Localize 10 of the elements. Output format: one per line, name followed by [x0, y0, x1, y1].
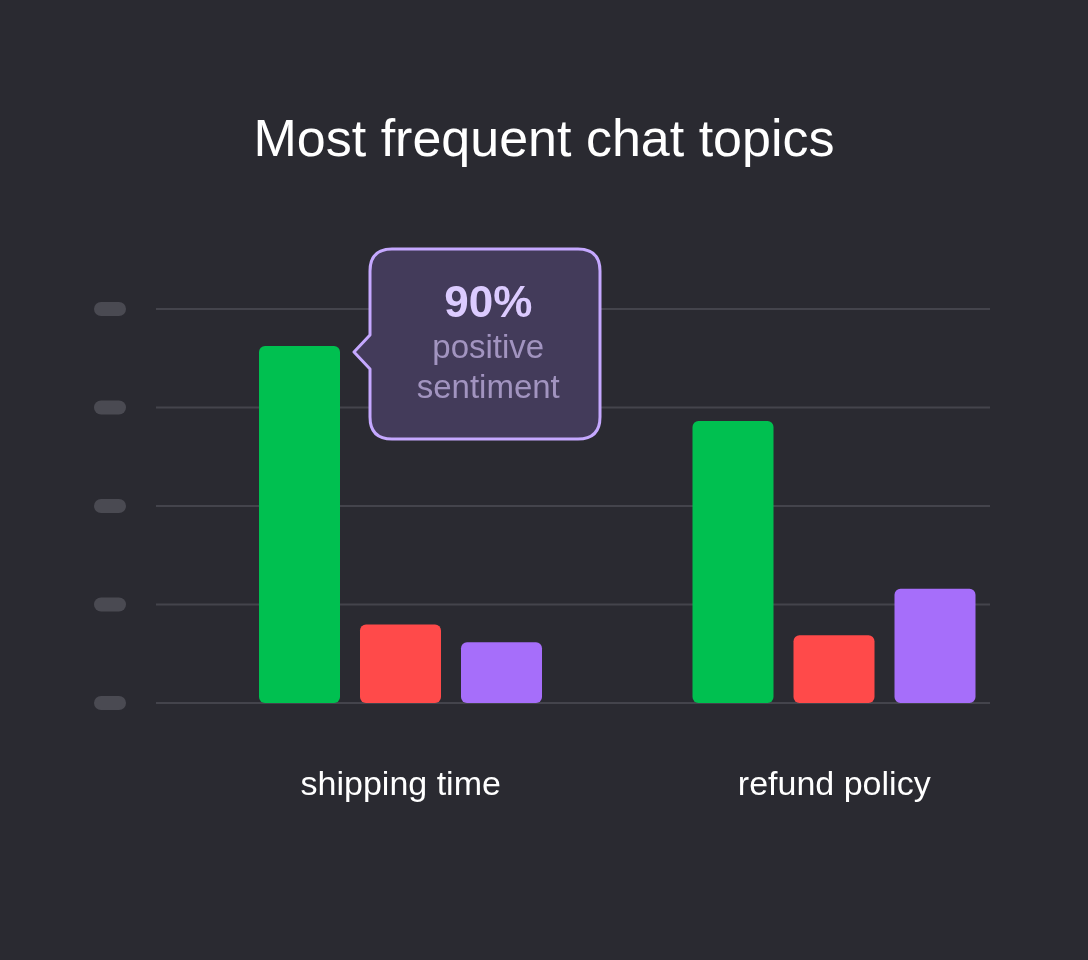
- annotation: 90% positive sentiment: [415, 277, 561, 407]
- bar: [461, 642, 542, 703]
- x-tick-label: refund policy: [737, 764, 931, 803]
- bar: [894, 588, 976, 703]
- bar: [259, 346, 340, 703]
- x-tick-label: shipping time: [300, 764, 501, 803]
- bar: [793, 635, 875, 703]
- bar: [692, 420, 774, 703]
- bar: [360, 624, 441, 703]
- chart-title: Most frequent chat topics: [252, 108, 836, 168]
